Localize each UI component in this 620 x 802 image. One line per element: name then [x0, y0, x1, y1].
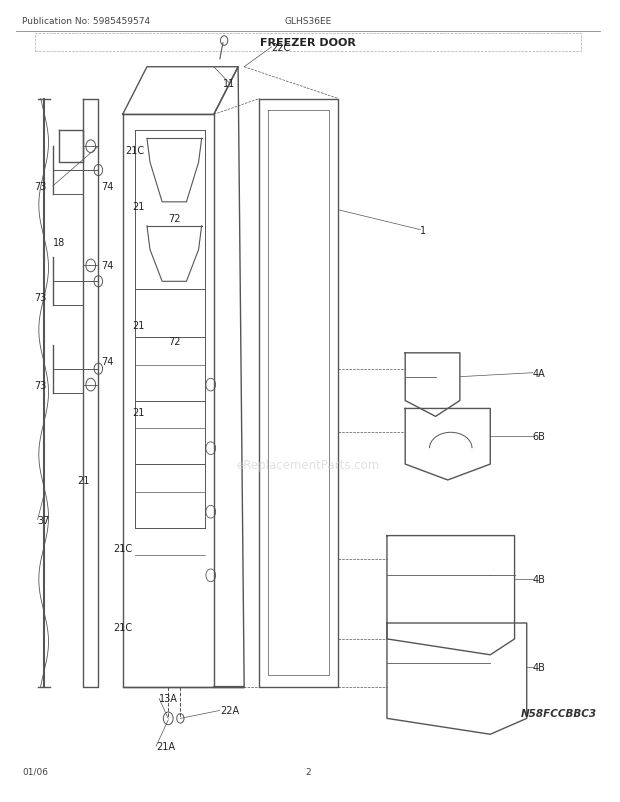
Text: 22A: 22A	[220, 706, 239, 715]
Text: GLHS36EE: GLHS36EE	[285, 18, 332, 26]
Text: 4B: 4B	[533, 662, 546, 672]
Text: 11: 11	[223, 79, 235, 88]
Text: 22C: 22C	[272, 43, 291, 53]
Text: 73: 73	[35, 182, 47, 192]
Text: 72: 72	[168, 337, 180, 346]
Text: 2: 2	[305, 767, 311, 776]
Text: 21: 21	[77, 476, 89, 485]
Text: 4B: 4B	[533, 574, 546, 585]
Text: 21: 21	[132, 201, 144, 212]
Text: 4A: 4A	[533, 368, 546, 379]
Text: 21: 21	[132, 408, 144, 418]
Text: 6B: 6B	[533, 431, 546, 442]
Text: 21C: 21C	[113, 543, 133, 553]
Text: 21C: 21C	[113, 622, 133, 632]
Text: 18: 18	[53, 237, 65, 247]
Text: 74: 74	[102, 261, 113, 271]
Text: 21C: 21C	[126, 146, 145, 156]
Text: 73: 73	[35, 293, 47, 303]
Text: 74: 74	[102, 356, 113, 367]
Text: 13A: 13A	[159, 694, 178, 703]
Text: 37: 37	[38, 515, 50, 525]
Text: FREEZER DOOR: FREEZER DOOR	[260, 38, 356, 48]
Text: 01/06: 01/06	[22, 767, 48, 776]
Text: 73: 73	[35, 380, 47, 390]
Text: 21: 21	[132, 321, 144, 330]
Text: N58FCCBBC3: N58FCCBBC3	[521, 708, 597, 719]
Text: 74: 74	[102, 182, 113, 192]
Text: 21A: 21A	[156, 741, 175, 751]
Text: eReplacementParts.com: eReplacementParts.com	[236, 458, 379, 471]
Text: 1: 1	[420, 225, 427, 235]
Text: 72: 72	[168, 213, 180, 224]
Text: Publication No: 5985459574: Publication No: 5985459574	[22, 18, 151, 26]
